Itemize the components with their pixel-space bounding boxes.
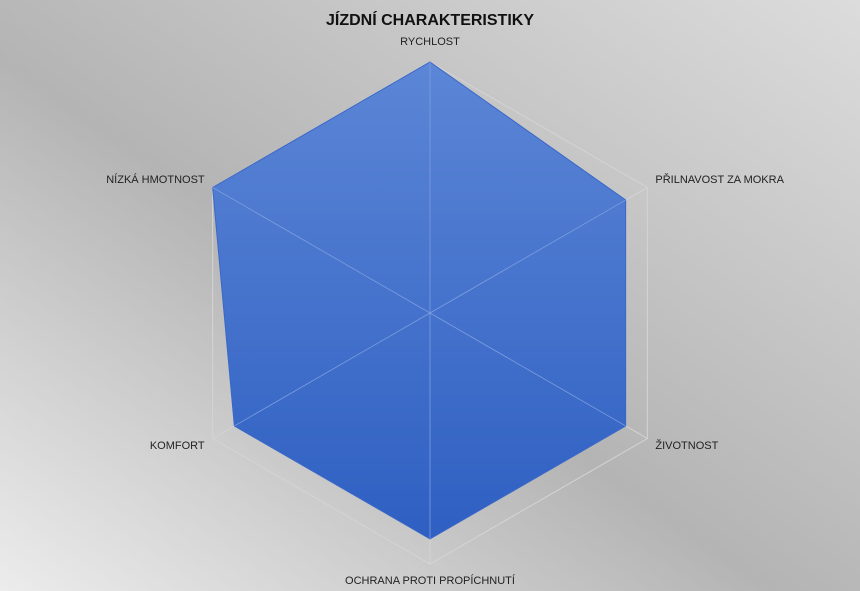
category-label: NÍZKÁ HMOTNOST (106, 173, 205, 186)
chart-title: JÍZDNÍ CHARAKTERISTIKY (326, 10, 534, 29)
axis-overlay (429, 199, 626, 314)
category-label: OCHRANA PROTI PROPÍCHNUTÍ (345, 574, 516, 587)
category-label: ŽIVOTNOST (655, 439, 718, 452)
category-label: RYCHLOST (400, 36, 460, 48)
axis-overlay (234, 312, 431, 427)
axis-overlay (212, 187, 431, 314)
category-label: PŘILNAVOST ZA MOKRA (655, 173, 784, 186)
axis-overlay (429, 312, 626, 427)
category-label: KOMFORT (150, 440, 205, 452)
